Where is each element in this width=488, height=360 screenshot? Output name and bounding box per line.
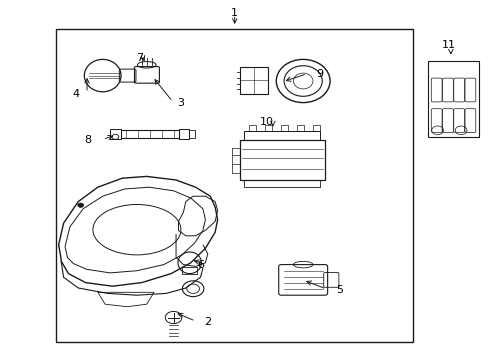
- Text: 8: 8: [84, 135, 91, 145]
- Bar: [297, 125, 304, 131]
- Bar: [249, 125, 256, 131]
- Circle shape: [78, 203, 83, 207]
- Text: 2: 2: [204, 317, 211, 327]
- Bar: [427, 61, 478, 137]
- Bar: [312, 125, 319, 131]
- Text: 1: 1: [231, 8, 238, 18]
- Bar: [264, 125, 271, 131]
- Text: 4: 4: [72, 89, 79, 99]
- Bar: [239, 140, 325, 180]
- Bar: [189, 130, 195, 138]
- Text: 7: 7: [136, 53, 142, 63]
- Text: 6: 6: [197, 260, 203, 270]
- Text: 9: 9: [316, 69, 323, 79]
- Bar: [110, 129, 121, 139]
- Bar: [179, 129, 189, 139]
- Bar: [239, 67, 267, 94]
- Bar: [56, 29, 412, 342]
- Text: 11: 11: [441, 40, 455, 50]
- Bar: [244, 131, 320, 140]
- Text: 10: 10: [259, 117, 273, 127]
- Bar: [244, 180, 320, 187]
- Text: 5: 5: [336, 285, 343, 295]
- Bar: [182, 267, 197, 274]
- Bar: [121, 130, 179, 138]
- Bar: [281, 125, 287, 131]
- Text: 3: 3: [177, 98, 184, 108]
